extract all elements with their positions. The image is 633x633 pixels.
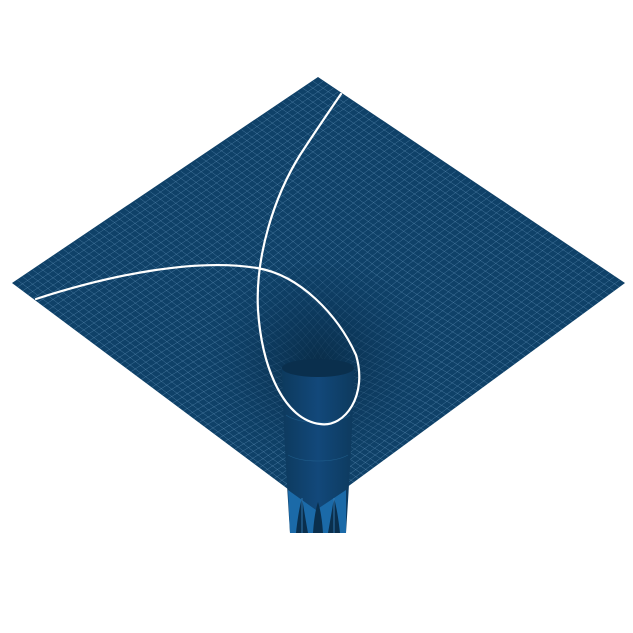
- mesh-line: [124, 153, 431, 369]
- mesh-line: [22, 84, 329, 292]
- mesh-line: [114, 146, 421, 361]
- mesh-line: [17, 81, 324, 288]
- mesh-line: [104, 140, 410, 353]
- mesh-line: [98, 136, 405, 349]
- mesh-line: [109, 143, 416, 357]
- mesh-line: [73, 119, 380, 330]
- mesh-line: [310, 279, 620, 510]
- mesh-line: [88, 129, 395, 342]
- mesh-line: [37, 94, 344, 303]
- mesh-line: [63, 112, 370, 322]
- mesh-line: [93, 133, 400, 346]
- mesh-line: [305, 276, 615, 506]
- orbit-trajectory: [34, 92, 361, 426]
- mesh-line: [42, 98, 349, 307]
- mesh-line: [27, 88, 334, 296]
- mesh-line: [83, 126, 390, 338]
- mesh-line: [78, 122, 385, 334]
- mesh-line: [47, 101, 354, 311]
- funnel-throat: [282, 359, 354, 533]
- mesh-line: [57, 108, 365, 319]
- mesh-line: [301, 273, 610, 502]
- mesh-line: [68, 115, 375, 326]
- mesh-line: [119, 150, 426, 365]
- mesh-line: [32, 91, 339, 299]
